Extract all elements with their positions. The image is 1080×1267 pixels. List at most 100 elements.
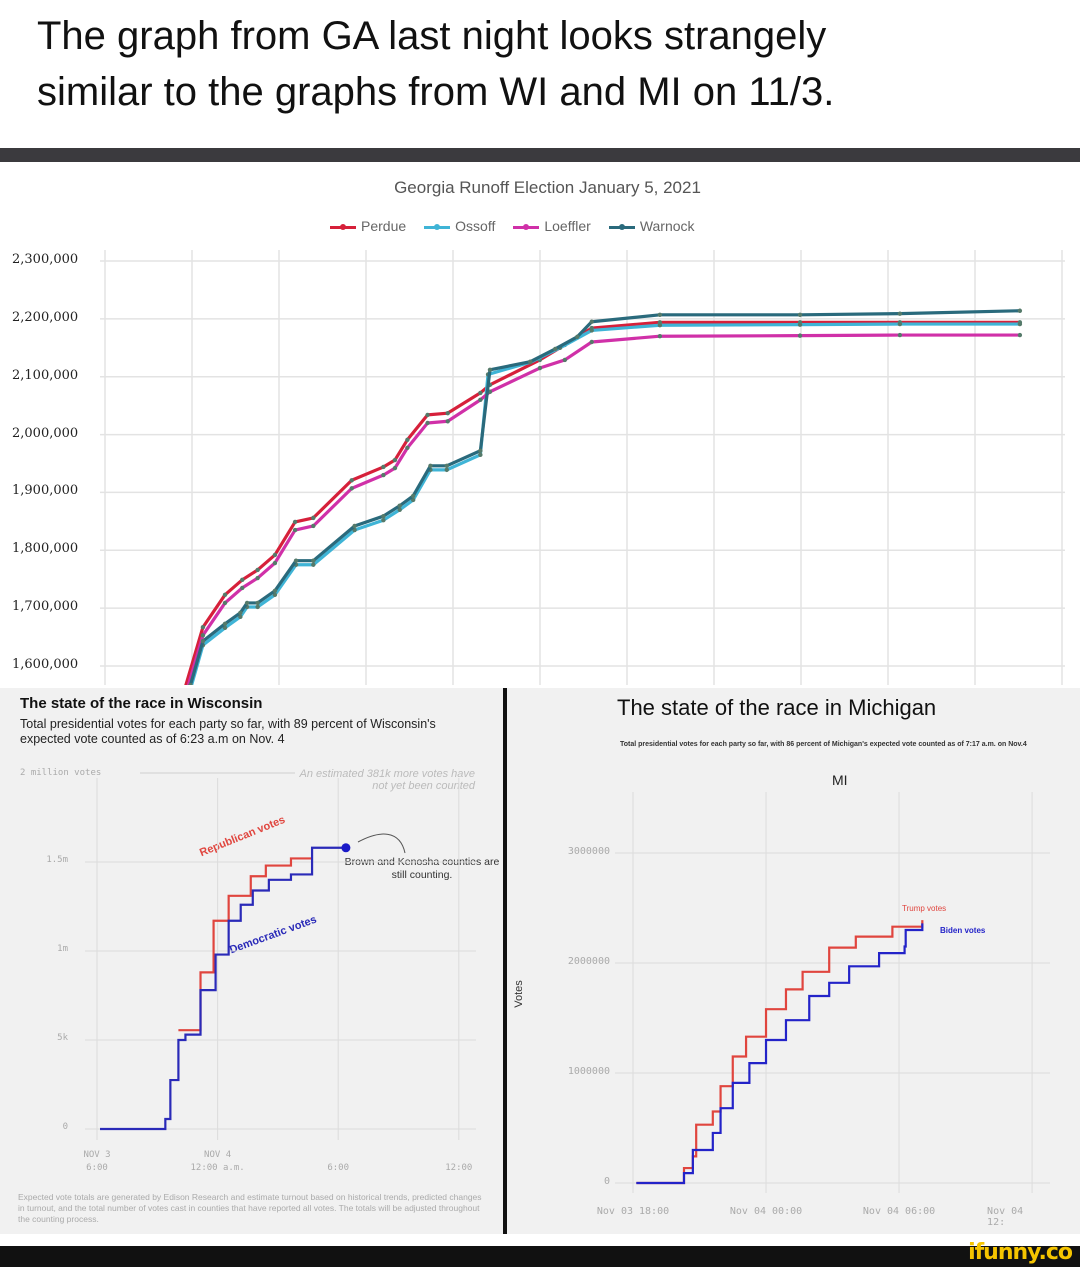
data-point-ossoff: [444, 467, 449, 473]
data-point-ossoff: [797, 322, 803, 327]
data-point-loeffler: [392, 465, 398, 471]
data-point-perdue: [272, 552, 278, 558]
x-tick-label: Nov 03 18:00: [596, 1206, 670, 1217]
georgia-chart-title: Georgia Runoff Election January 5, 2021: [394, 178, 701, 197]
data-point-perdue: [240, 577, 245, 582]
legend-item-perdue: Perdue: [330, 218, 406, 234]
data-point-warnock: [188, 682, 193, 685]
data-point-ossoff: [188, 687, 192, 691]
data-point-warnock: [255, 600, 260, 606]
data-point-ossoff: [397, 507, 402, 512]
data-point-warnock: [397, 503, 402, 508]
data-point-loeffler: [292, 527, 298, 533]
y-tick-label: 5k: [57, 1033, 68, 1043]
data-point-ossoff: [222, 625, 228, 631]
legend-swatch: [330, 223, 356, 230]
ifunny-logo: ifunny.co: [968, 1240, 1073, 1265]
trump-votes-label: Trump votes: [902, 904, 947, 913]
divider-bar: [0, 148, 1080, 162]
data-point-loeffler: [562, 357, 568, 363]
y-tick-label: 2,100,000: [12, 367, 79, 383]
data-point-warnock: [410, 493, 416, 499]
wisconsin-subtitle: Total presidential votes for each party …: [20, 717, 436, 746]
data-point-loeffler: [1017, 332, 1023, 338]
x-tick-label: Nov 04 06:00: [862, 1206, 936, 1217]
legend-label: Ossoff: [455, 218, 496, 234]
data-point-ossoff: [255, 604, 260, 610]
data-point-perdue: [222, 592, 228, 598]
data-point-warnock: [381, 513, 386, 519]
data-point-warnock: [444, 463, 449, 469]
panel-divider: [503, 688, 507, 1234]
y-tick-label: 1m: [57, 944, 68, 954]
y-tick-label: 2,200,000: [12, 309, 79, 325]
data-point-perdue: [425, 412, 430, 418]
data-point-warnock: [352, 523, 357, 529]
data-point-warnock: [553, 346, 558, 352]
y-tick-label: 2000000: [567, 956, 610, 967]
data-point-loeffler: [657, 334, 663, 339]
y-tick-label: 1,900,000: [12, 483, 79, 499]
data-point-loeffler: [222, 600, 228, 606]
data-point-warnock: [293, 558, 299, 563]
data-point-perdue: [349, 478, 354, 483]
data-point-loeffler: [255, 575, 260, 581]
y-tick-label: 1,600,000: [12, 657, 79, 672]
y-tick-label: 0: [62, 1122, 68, 1132]
data-point-warnock: [575, 334, 580, 339]
x-tick-label: 12:00: [445, 1163, 473, 1173]
data-point-ossoff: [410, 497, 416, 503]
data-point-loeffler: [240, 585, 245, 591]
data-point-warnock: [478, 448, 483, 453]
data-point-loeffler: [405, 445, 410, 451]
data-point-loeffler: [589, 339, 594, 345]
series-line-democratic-votes: [100, 846, 346, 1131]
latest-count-dot: [341, 843, 351, 853]
legend-item-loeffler: Loeffler: [513, 218, 591, 234]
x-tick-label: NOV 3: [83, 1150, 111, 1160]
data-point-perdue: [255, 567, 260, 573]
data-point-loeffler: [537, 365, 543, 371]
data-point-ossoff: [478, 452, 483, 458]
data-point-warnock: [897, 311, 903, 316]
data-point-loeffler: [478, 397, 483, 403]
y-tick-label: 1,800,000: [12, 541, 79, 557]
data-point-ossoff: [381, 518, 386, 523]
x-tick-label: Nov 04 00:00: [729, 1206, 803, 1217]
y-tick-label: 2,000,000: [12, 425, 79, 441]
legend-label: Warnock: [639, 218, 695, 234]
data-point-perdue: [292, 519, 298, 525]
post-caption-line-1: The graph from GA last night looks stran…: [37, 14, 827, 58]
data-point-loeffler: [445, 419, 450, 424]
biden-votes-label: Biden votes: [940, 926, 986, 935]
data-point-warnock: [200, 638, 206, 644]
data-point-ossoff: [589, 328, 594, 333]
data-point-warnock: [244, 600, 250, 606]
y-tick-label: 0: [603, 1176, 610, 1187]
data-point-loeffler: [311, 523, 316, 529]
data-point-perdue: [182, 687, 186, 691]
data-point-warnock: [487, 367, 493, 372]
legend-label: Loeffler: [544, 218, 591, 234]
data-point-warnock: [222, 621, 228, 626]
georgia-legend: Perdue Ossoff Loeffler Warnock: [330, 218, 695, 234]
data-point-ossoff: [657, 323, 663, 328]
legend-item-warnock: Warnock: [608, 218, 695, 234]
michigan-subtitle: Total presidential votes for each party …: [620, 741, 1027, 748]
wisconsin-footnote: Expected vote totals are generated by Ed…: [18, 1192, 482, 1224]
x-tick-label: 6:00: [86, 1163, 108, 1173]
data-point-ossoff: [1017, 321, 1023, 327]
data-point-ossoff: [272, 592, 278, 598]
data-point-perdue: [405, 437, 410, 442]
x-tick-label: 12:00 a.m.: [190, 1163, 245, 1173]
data-point-warnock: [272, 588, 278, 593]
data-point-warnock: [528, 359, 533, 364]
wisconsin-title: The state of the race in Wisconsin: [20, 695, 263, 712]
post-caption-line-2: similar to the graphs from WI and MI on …: [37, 70, 835, 114]
data-point-perdue: [392, 457, 398, 463]
data-point-loeffler: [349, 486, 354, 491]
data-point-ossoff: [311, 562, 316, 567]
data-point-loeffler: [200, 633, 206, 638]
data-point-warnock: [589, 319, 594, 324]
